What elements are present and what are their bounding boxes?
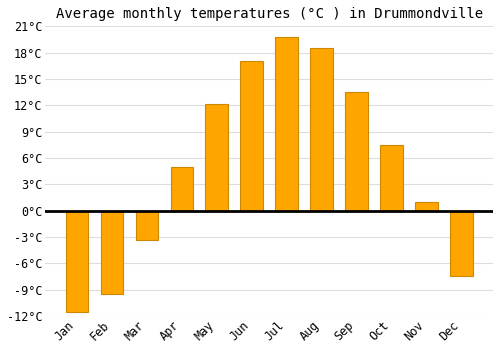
- Bar: [415, 202, 438, 211]
- Bar: [100, 211, 124, 294]
- Bar: [170, 167, 193, 211]
- Bar: [345, 92, 368, 211]
- Bar: [380, 145, 403, 211]
- Bar: [66, 211, 88, 312]
- Bar: [450, 211, 472, 276]
- Title: Average monthly temperatures (°C ) in Drummondville: Average monthly temperatures (°C ) in Dr…: [56, 7, 483, 21]
- Bar: [136, 211, 158, 240]
- Bar: [276, 37, 298, 211]
- Bar: [240, 61, 263, 211]
- Bar: [310, 48, 333, 211]
- Bar: [206, 104, 228, 211]
